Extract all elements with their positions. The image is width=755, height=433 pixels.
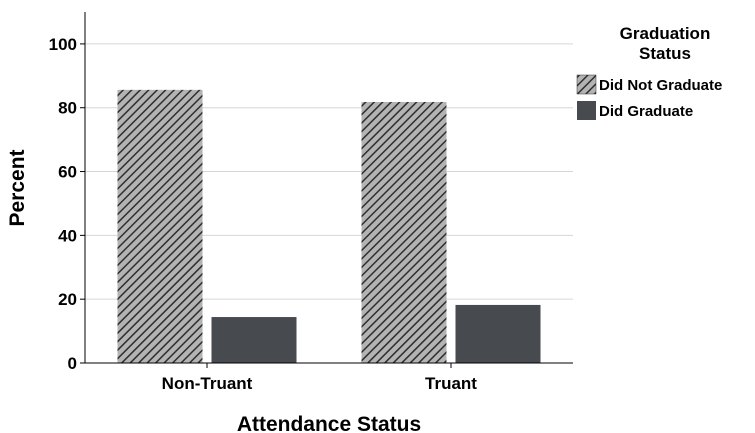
x-tick-label: Non-Truant	[162, 374, 253, 393]
x-axis-title: Attendance Status	[237, 413, 421, 433]
legend: Graduation Status Did Not Graduate Did G…	[576, 24, 722, 120]
legend-swatch-did-graduate	[577, 101, 596, 120]
y-tick-label: 60	[58, 163, 77, 182]
legend-label-did-not-graduate: Did Not Graduate	[599, 77, 722, 94]
legend-label-did-graduate: Did Graduate	[599, 103, 693, 120]
bar-truant-did-graduate	[455, 304, 541, 363]
bar-non-truant-did-not-graduate	[117, 89, 203, 363]
y-tick-label: 20	[58, 290, 77, 309]
legend-title-line2: Status	[639, 44, 691, 63]
y-tick-label: 40	[58, 226, 77, 245]
legend-title-line1: Graduation	[620, 24, 711, 43]
y-axis-title: Percent	[6, 149, 29, 226]
x-tick-label: Truant	[425, 374, 477, 393]
bars	[117, 89, 541, 363]
bar-truant-did-not-graduate	[361, 101, 447, 363]
y-tick-label: 100	[49, 35, 77, 54]
y-tick-label: 80	[58, 99, 77, 118]
bar-non-truant-did-graduate	[211, 317, 297, 363]
y-ticks: 0 20 40 60 80 100	[49, 35, 85, 373]
x-ticks: Non-Truant Truant	[162, 363, 477, 393]
legend-swatch-did-not-graduate	[576, 74, 597, 95]
y-tick-label: 0	[68, 354, 77, 373]
